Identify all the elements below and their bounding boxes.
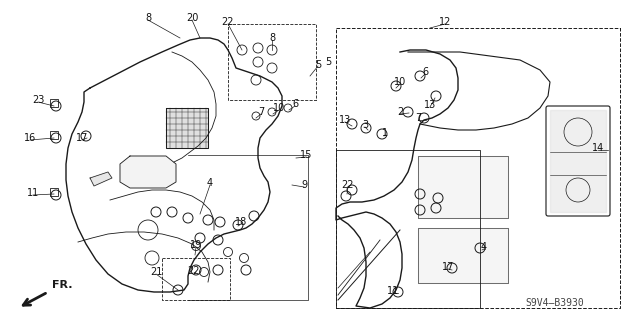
Text: 10: 10	[273, 103, 285, 113]
Text: 7: 7	[258, 107, 264, 117]
Text: 17: 17	[442, 262, 454, 272]
Polygon shape	[120, 156, 176, 188]
Text: 22: 22	[221, 17, 234, 27]
Text: 6: 6	[422, 67, 428, 77]
Text: 1: 1	[382, 128, 388, 138]
Text: 9: 9	[301, 180, 307, 190]
Text: 8: 8	[269, 33, 275, 43]
Text: 5: 5	[315, 60, 321, 70]
Text: 14: 14	[592, 143, 604, 153]
Bar	[50, 131, 58, 139]
Text: 20: 20	[186, 13, 198, 23]
Text: 11: 11	[27, 188, 39, 198]
Polygon shape	[418, 156, 508, 218]
Text: 16: 16	[24, 133, 36, 143]
Text: 8: 8	[145, 13, 151, 23]
Text: 22: 22	[188, 266, 200, 276]
Text: FR.: FR.	[52, 280, 72, 290]
Text: 17: 17	[76, 133, 88, 143]
Polygon shape	[166, 108, 208, 148]
Text: 19: 19	[190, 240, 202, 250]
Bar	[418, 156, 508, 218]
Text: 12: 12	[439, 17, 451, 27]
Text: S9V4–B3930: S9V4–B3930	[525, 298, 584, 308]
Polygon shape	[90, 172, 112, 186]
Text: 22: 22	[342, 180, 355, 190]
Bar	[50, 188, 58, 196]
Polygon shape	[550, 110, 606, 212]
Text: 18: 18	[235, 217, 247, 227]
Text: 13: 13	[339, 115, 351, 125]
Text: 3: 3	[362, 120, 368, 130]
Text: 6: 6	[292, 99, 298, 109]
Bar	[50, 99, 58, 107]
Text: 4: 4	[481, 242, 487, 252]
Polygon shape	[418, 228, 508, 283]
Text: 4: 4	[207, 178, 213, 188]
Text: 23: 23	[32, 95, 44, 105]
Text: 21: 21	[150, 267, 162, 277]
Bar	[418, 228, 508, 283]
Text: 11: 11	[387, 286, 399, 296]
Text: 15: 15	[300, 150, 312, 160]
Text: 2: 2	[397, 107, 403, 117]
Text: 10: 10	[394, 77, 406, 87]
Text: 7: 7	[415, 113, 421, 123]
Text: 13: 13	[424, 100, 436, 110]
Text: 5: 5	[325, 57, 331, 67]
